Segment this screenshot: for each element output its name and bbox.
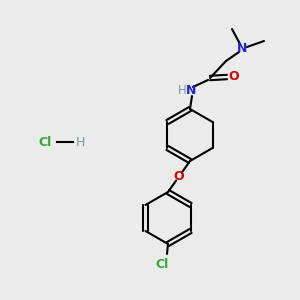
- Text: O: O: [229, 70, 239, 83]
- Text: H: H: [75, 136, 85, 148]
- Text: Cl: Cl: [38, 136, 52, 148]
- Text: N: N: [237, 43, 247, 56]
- Text: O: O: [174, 170, 184, 183]
- Text: N: N: [186, 83, 196, 97]
- Text: Cl: Cl: [155, 257, 169, 271]
- Text: H: H: [178, 83, 186, 97]
